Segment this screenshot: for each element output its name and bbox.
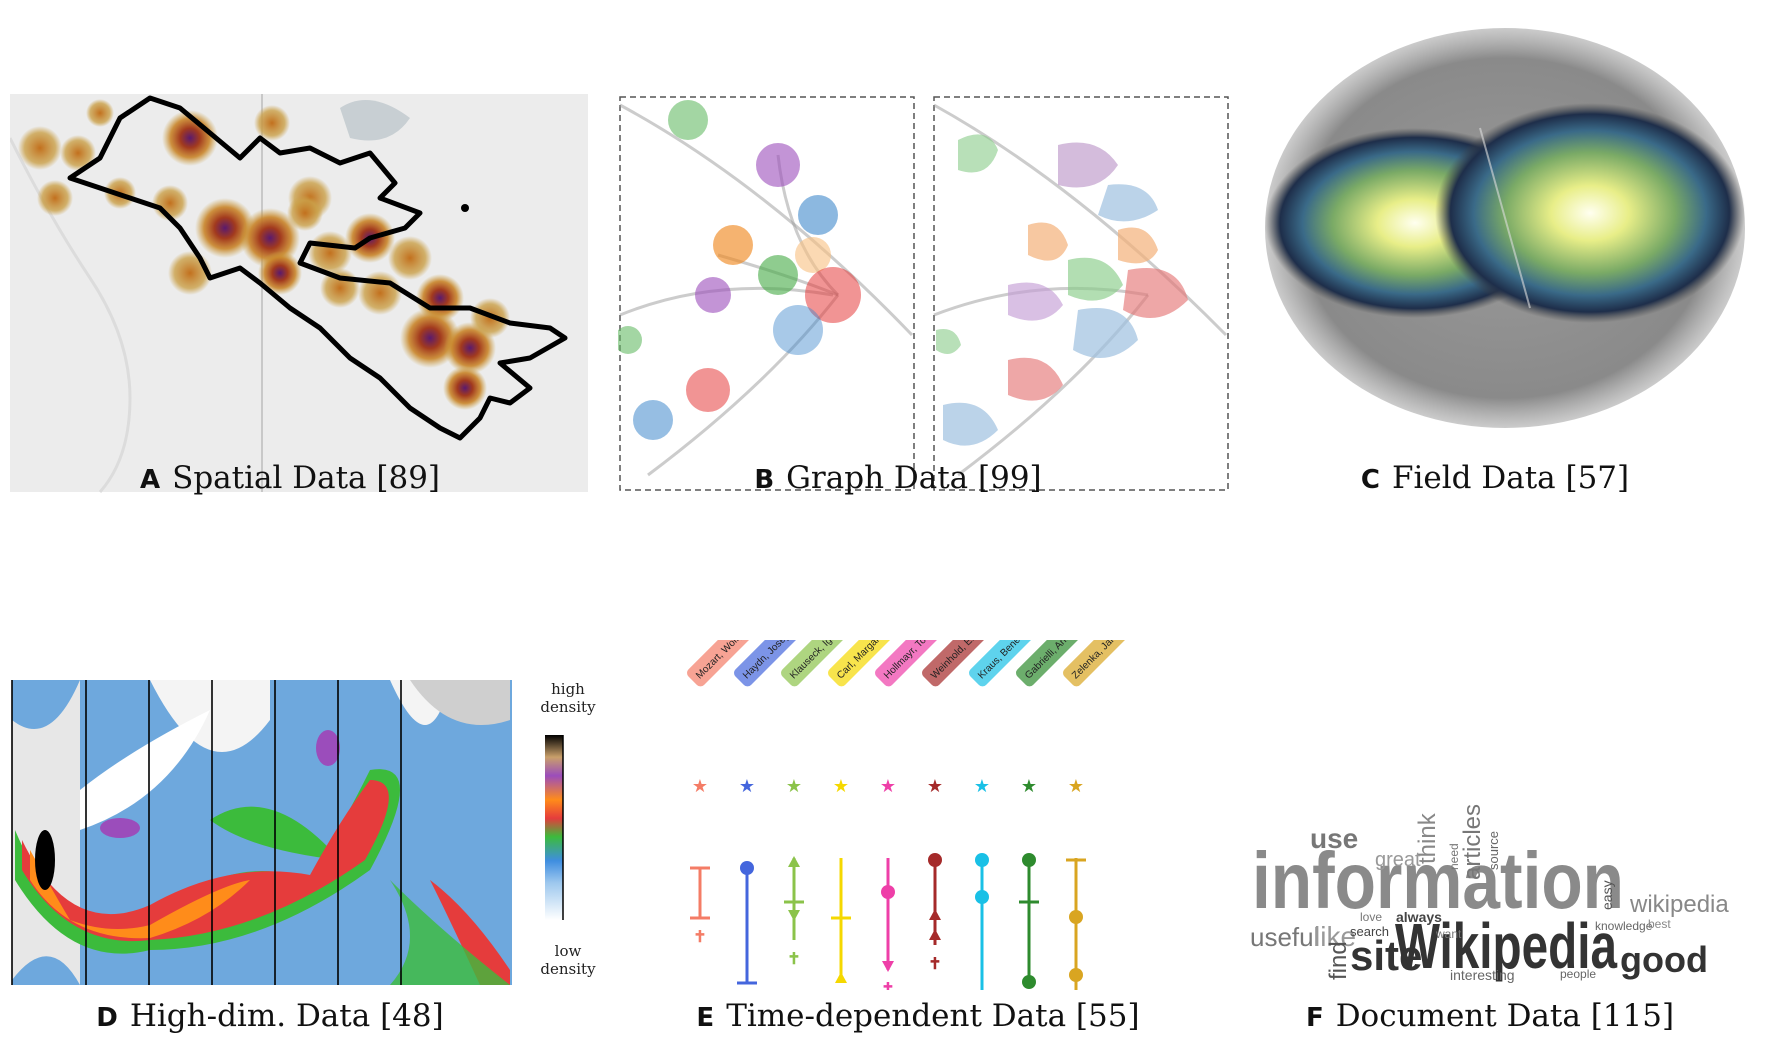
- word-think: think: [1414, 812, 1441, 864]
- high-dim-data: high density low density: [10, 680, 596, 990]
- word-easy: easy: [1599, 880, 1615, 910]
- word-find: find: [1325, 941, 1352, 980]
- birth-star-icon: ★: [1021, 776, 1037, 796]
- timeline-name-tag: Zelenka, Jan Dismas: [1063, 576, 1173, 687]
- density-legend-high: high density: [540, 680, 596, 716]
- word-search: search: [1350, 924, 1389, 939]
- event-dot: [881, 885, 895, 899]
- birth-star-icon: ★: [739, 776, 755, 796]
- caption-c: C Field Data [57]: [1360, 460, 1630, 496]
- graph-frame-right: [933, 96, 1229, 491]
- spatial-data-map: [8, 78, 590, 498]
- lake: [340, 100, 410, 141]
- field-svg: [1265, 28, 1745, 428]
- word-useful: useful: [1250, 922, 1319, 952]
- caption-f: F Document Data [115]: [1305, 998, 1675, 1034]
- word-people: people: [1560, 967, 1596, 981]
- birth-star-icon: ★: [786, 776, 802, 796]
- event-dot: [1069, 968, 1083, 982]
- timeline-person-2: Klauseck, Ignaz★✝: [781, 591, 876, 968]
- word-good: good: [1620, 939, 1708, 980]
- word-great: great: [1375, 849, 1421, 871]
- word-interesting: interesting: [1450, 967, 1515, 983]
- graph-data: [614, 95, 1238, 495]
- caption-b: B Graph Data [99]: [754, 460, 1042, 496]
- timeline-person-8: Zelenka, Jan Dismas★✝: [1063, 576, 1173, 1018]
- graph-regions-right: [936, 134, 1188, 446]
- birth-star-icon: ★: [974, 776, 990, 796]
- timeline-person-5: Weinhold, Elisabeth★✝: [922, 576, 1032, 973]
- death-cross-icon: ✝: [928, 956, 941, 973]
- birth-star-icon: ★: [880, 776, 896, 796]
- death-cross-icon: ✝: [881, 981, 894, 990]
- wordcloud-svg: information Wikipedia site good use usef…: [1250, 804, 1729, 983]
- event-triangle: [882, 961, 894, 972]
- death-cross-icon: ✝: [693, 929, 706, 946]
- graph-svg: [614, 96, 1229, 491]
- graph-clusters-left: [614, 100, 861, 440]
- word-source: source: [1486, 831, 1501, 870]
- density-legend-bar: [545, 735, 563, 920]
- density-legend-low: low density: [540, 942, 596, 978]
- word-wikipedia: wikipedia: [1629, 891, 1729, 918]
- word-love: love: [1360, 910, 1382, 924]
- event-dot: [1022, 975, 1036, 989]
- pc-axes: [11, 680, 402, 985]
- birth-star-icon: ★: [927, 776, 943, 796]
- word-use: use: [1310, 823, 1358, 854]
- timeline-person-6: Kraus, Benedikt★✝: [969, 591, 1064, 1033]
- timeline-svg: Mozart, Wolfgang Amadeus★✝Haydn, Joseph★…: [687, 568, 1173, 1033]
- timeline-person-3: Carl, Margarethe★✝: [828, 587, 927, 1008]
- parallel-coords-svg: [11, 680, 564, 985]
- birth-star-icon: ★: [692, 776, 708, 796]
- death-cross-icon: ✝: [787, 951, 800, 968]
- caption-d: D High-dim. Data [48]: [96, 998, 444, 1034]
- event-dot: [1069, 910, 1083, 924]
- event-dot: [1022, 853, 1036, 867]
- birth-star-icon: ★: [1068, 776, 1084, 796]
- word-articles: articles: [1459, 804, 1486, 880]
- event-triangle: [929, 909, 941, 920]
- word-need: need: [1447, 843, 1461, 870]
- region-outline: [67, 95, 568, 441]
- word-like: like: [1314, 921, 1356, 952]
- birth-star-icon: ★: [833, 776, 849, 796]
- event-triangle: [929, 929, 941, 940]
- event-dot: [975, 890, 989, 904]
- document-data-wordcloud: information Wikipedia site good use usef…: [1240, 790, 1760, 990]
- event-triangle: [788, 910, 800, 921]
- caption-a: A Spatial Data [89]: [139, 460, 441, 496]
- timeline-person-4: Hollmayr, Tobias★✝: [875, 587, 974, 998]
- field-data: [1255, 8, 1755, 458]
- word-want: want: [1435, 927, 1462, 941]
- word-information: information: [1252, 836, 1624, 925]
- event-triangle: [835, 972, 847, 983]
- field-lobe-right: [1435, 103, 1745, 323]
- event-dot: [740, 861, 754, 875]
- graph-frame-left: [619, 96, 915, 491]
- timeline-person-7: Gabrielli, Andrea★✝: [1015, 584, 1119, 1013]
- event-dot: [928, 853, 942, 867]
- word-best: best: [1648, 917, 1671, 931]
- caption-e: E Time-dependent Data [55]: [696, 998, 1140, 1034]
- timeline-person-1: Haydn, Joseph★✝: [734, 598, 822, 1011]
- spatial-map-svg: [8, 94, 588, 493]
- word-Wikipedia: Wikipedia: [1395, 910, 1617, 982]
- map-background: [10, 94, 588, 492]
- word-site: site: [1350, 932, 1422, 979]
- event-triangle: [788, 856, 800, 867]
- event-dot: [975, 853, 989, 867]
- time-dependent-data: Mozart, Wolfgang Amadeus★✝Haydn, Joseph★…: [665, 568, 1185, 1033]
- word-knowledge: knowledge: [1595, 919, 1653, 933]
- pc-density-bands: [12, 680, 510, 985]
- word-always: always: [1396, 909, 1442, 925]
